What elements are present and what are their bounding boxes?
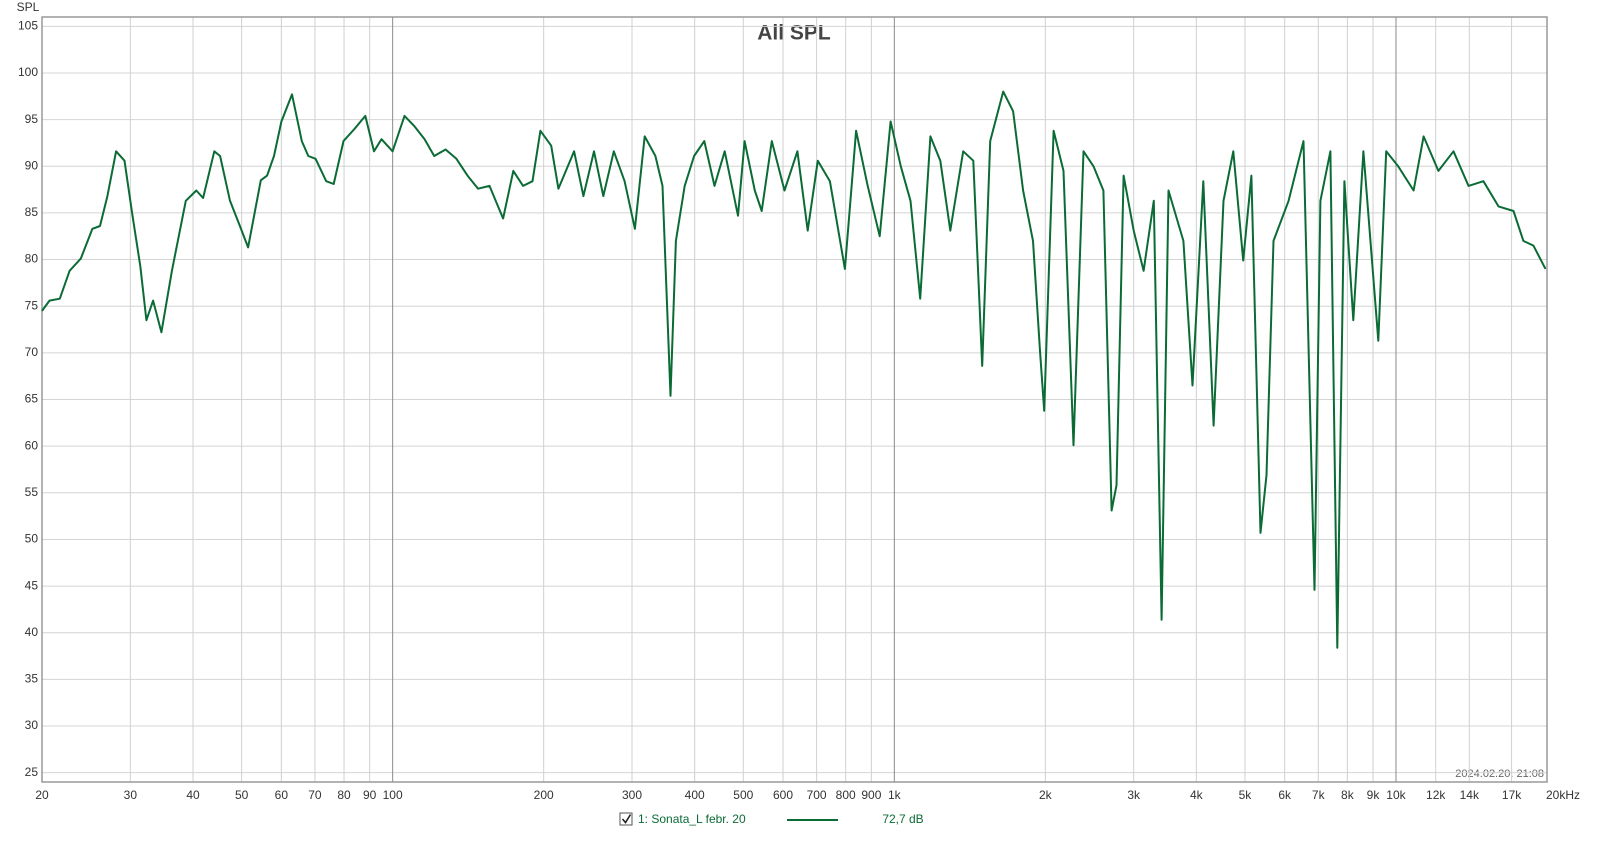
x-tick-label: 6k	[1278, 788, 1292, 802]
y-tick-label: 95	[25, 112, 39, 126]
y-tick-label: 70	[25, 345, 39, 359]
spl-line	[41, 90, 1547, 649]
y-tick-label: 25	[25, 765, 39, 779]
legend-readout: 72,7 dB	[882, 812, 923, 826]
x-tick-label: 20	[35, 788, 49, 802]
x-tick-label: 14k	[1460, 788, 1480, 802]
legend-label: 1: Sonata_L febr. 20	[638, 812, 746, 826]
grid	[41, 17, 1548, 782]
y-tick-label: 85	[25, 205, 39, 219]
y-tick-label: 60	[25, 438, 39, 452]
x-tick-label: 40	[186, 788, 200, 802]
y-tick-label: 100	[18, 65, 38, 79]
y-tick-label: 30	[25, 718, 39, 732]
x-tick-label: 10k	[1386, 788, 1406, 802]
y-tick-label: 90	[25, 158, 39, 172]
x-tick-label: 4k	[1190, 788, 1204, 802]
x-tick-label: 70	[308, 788, 322, 802]
x-tick-label: 17k	[1502, 788, 1522, 802]
y-tick-label: 65	[25, 392, 39, 406]
x-tick-label: 30	[124, 788, 138, 802]
y-tick-label: 55	[25, 485, 39, 499]
x-tick-label: 60	[275, 788, 289, 802]
y-tick-label: 40	[25, 625, 39, 639]
y-axis-label: SPL	[17, 0, 40, 14]
x-tick-label: 5k	[1239, 788, 1253, 802]
x-tick-label: 7k	[1312, 788, 1326, 802]
x-tick-label: 80	[337, 788, 351, 802]
x-tick-label: 12k	[1426, 788, 1446, 802]
x-tick-label: 800	[836, 788, 856, 802]
plot-frame	[41, 16, 1548, 783]
y-tick-label: 35	[25, 672, 39, 686]
x-tick-label: 8k	[1341, 788, 1355, 802]
x-tick-label: 50	[235, 788, 249, 802]
x-tick-label: 90	[363, 788, 377, 802]
x-tick-label: 400	[685, 788, 705, 802]
x-tick-label: 600	[773, 788, 793, 802]
x-tick-label: 3k	[1127, 788, 1141, 802]
x-tick-label: 1k	[888, 788, 902, 802]
timestamp: 2024.02.20. 21:08	[1455, 768, 1544, 780]
y-tick-label: 80	[25, 252, 39, 266]
x-tick-label: 20kHz	[1546, 788, 1580, 802]
x-tick-label: 2k	[1039, 788, 1053, 802]
chart-title: All SPL	[757, 22, 831, 45]
y-tick-label: 75	[25, 298, 39, 312]
y-tick-label: 50	[25, 532, 39, 546]
x-tick-label: 900	[861, 788, 881, 802]
checkbox-check	[621, 814, 632, 824]
x-tick-label: 300	[622, 788, 642, 802]
y-tick-label: 45	[25, 578, 39, 592]
x-tick-label: 9k	[1367, 788, 1381, 802]
x-tick-label: 500	[733, 788, 753, 802]
x-tick-label: 100	[383, 788, 403, 802]
x-tick-label: 700	[807, 788, 827, 802]
x-tick-label: 200	[534, 788, 554, 802]
y-tick-label: 105	[18, 19, 38, 33]
